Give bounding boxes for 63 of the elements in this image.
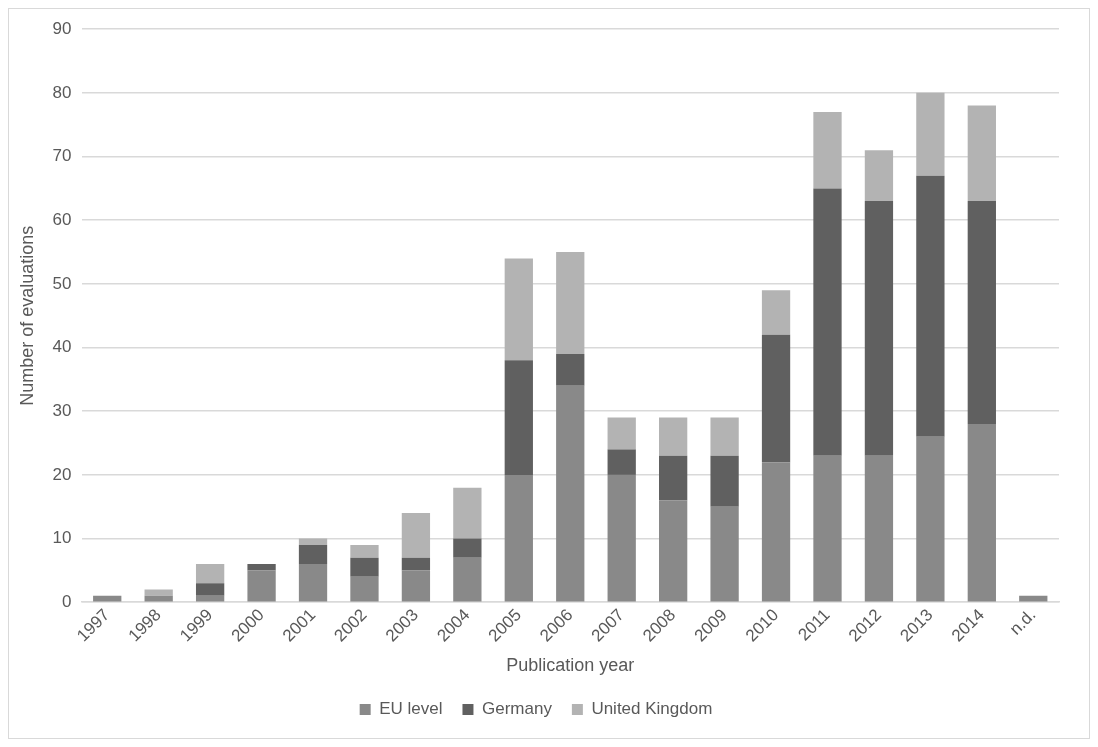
bar	[659, 500, 688, 602]
bar	[504, 360, 533, 475]
bar	[453, 538, 482, 558]
bar	[350, 544, 379, 558]
bar	[710, 455, 739, 507]
y-axis-title: Number of evaluations	[16, 225, 37, 406]
bar	[916, 436, 945, 602]
bar	[916, 175, 945, 437]
bar	[401, 557, 431, 571]
y-tick-label: 40	[52, 337, 72, 357]
bar	[761, 334, 791, 463]
bar	[967, 423, 996, 602]
bar	[453, 557, 482, 602]
bar	[504, 258, 533, 361]
bar	[144, 589, 173, 596]
bar	[195, 583, 225, 596]
bar	[298, 564, 328, 602]
bar	[247, 564, 276, 571]
bar	[298, 538, 328, 545]
bar	[710, 506, 739, 602]
bar	[864, 201, 894, 456]
bar	[864, 455, 894, 602]
bar	[247, 570, 276, 602]
legend-label: United Kingdom	[591, 699, 713, 719]
bar	[556, 353, 585, 386]
bar	[813, 188, 842, 456]
legend-label: Germany	[481, 699, 553, 719]
bar	[864, 150, 894, 202]
bar	[504, 474, 533, 602]
y-tick-label: 30	[52, 400, 72, 420]
y-tick-label: 20	[52, 464, 72, 484]
bar	[916, 92, 945, 176]
bar	[607, 417, 636, 450]
y-tick-label: 90	[52, 18, 72, 38]
x-tick-label: n.d.	[1005, 605, 1040, 639]
y-tick-label: 0	[62, 591, 72, 611]
legend-label: EU level	[379, 699, 443, 719]
bar	[401, 570, 431, 602]
bar	[761, 462, 791, 602]
bar	[556, 385, 585, 602]
bar	[761, 290, 791, 335]
bar	[607, 474, 636, 602]
bar	[298, 544, 328, 565]
bar	[195, 564, 225, 584]
y-tick-label: 50	[52, 273, 72, 293]
bar	[350, 557, 379, 577]
bar	[453, 487, 482, 539]
bar	[607, 449, 636, 475]
y-tick-label: 60	[52, 209, 72, 229]
bar	[659, 455, 688, 501]
bar	[350, 576, 379, 602]
bar	[659, 417, 688, 456]
bar	[813, 455, 842, 602]
bar	[967, 105, 996, 202]
bar	[401, 513, 431, 558]
x-axis-title: Publication year	[506, 655, 635, 676]
y-tick-label: 10	[52, 528, 72, 548]
bar	[813, 111, 842, 189]
bar	[556, 252, 585, 354]
y-tick-label: 70	[52, 146, 72, 166]
y-tick-label: 80	[52, 82, 72, 102]
bar	[710, 417, 739, 456]
bar	[967, 201, 996, 424]
